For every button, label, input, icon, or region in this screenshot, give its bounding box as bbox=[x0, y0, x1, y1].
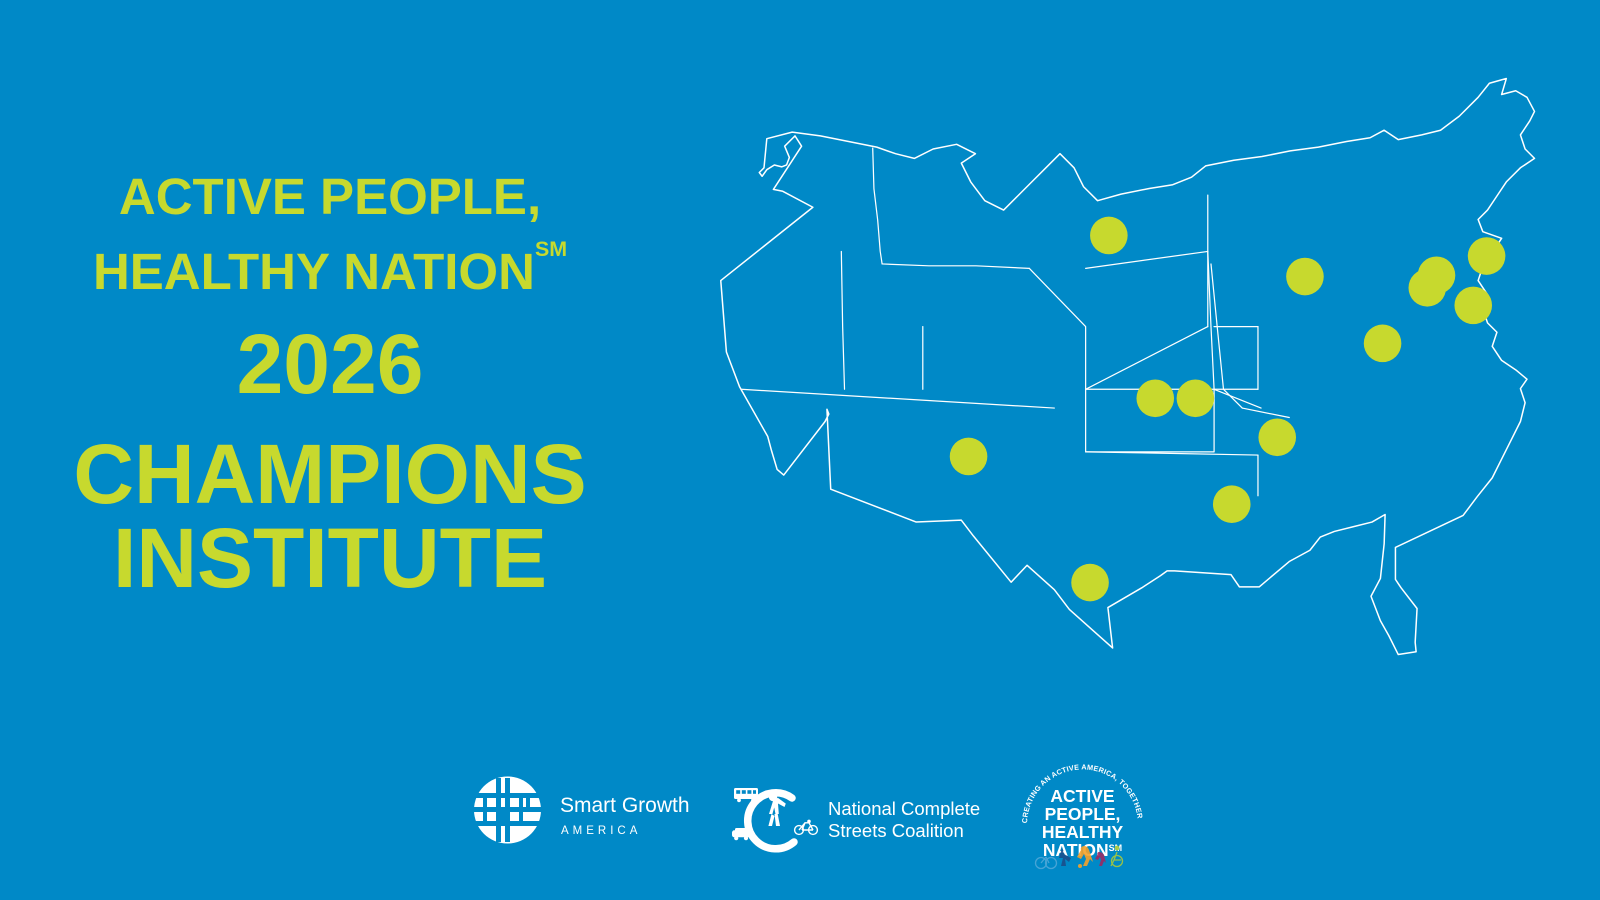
svg-text:National Complete: National Complete bbox=[828, 798, 980, 819]
svg-text:Smart Growth: Smart Growth bbox=[560, 794, 690, 817]
svg-text:PEOPLE,: PEOPLE, bbox=[1045, 804, 1121, 824]
svg-text:HEALTHY: HEALTHY bbox=[1042, 822, 1124, 842]
svg-text:ACTIVE: ACTIVE bbox=[1050, 786, 1114, 806]
svg-text:AMERICA: AMERICA bbox=[561, 825, 641, 837]
svg-text:Streets Coalition: Streets Coalition bbox=[828, 820, 964, 841]
